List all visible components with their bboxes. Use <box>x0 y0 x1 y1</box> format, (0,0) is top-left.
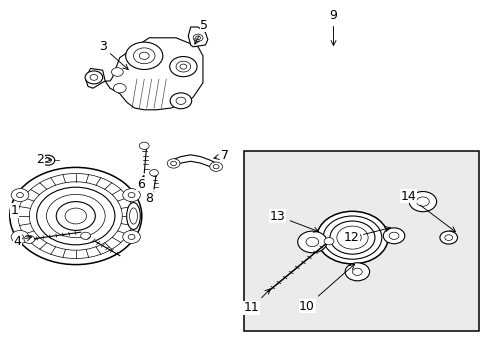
Text: 14: 14 <box>400 190 454 232</box>
Circle shape <box>416 197 428 206</box>
Circle shape <box>24 235 35 243</box>
Circle shape <box>169 57 197 77</box>
Circle shape <box>128 193 135 198</box>
Circle shape <box>195 36 200 40</box>
Circle shape <box>17 234 23 239</box>
Circle shape <box>383 228 404 244</box>
Text: 13: 13 <box>269 210 318 232</box>
Circle shape <box>11 189 29 202</box>
Text: 6: 6 <box>137 176 144 191</box>
Circle shape <box>167 159 180 168</box>
Circle shape <box>297 231 326 253</box>
Circle shape <box>85 71 102 84</box>
Circle shape <box>343 231 361 244</box>
Polygon shape <box>10 167 142 265</box>
Bar <box>244 151 478 331</box>
Text: 3: 3 <box>99 40 128 69</box>
Circle shape <box>139 52 149 59</box>
Text: 9: 9 <box>329 9 337 45</box>
Circle shape <box>170 161 176 166</box>
Circle shape <box>10 167 142 265</box>
Text: 8: 8 <box>145 192 154 205</box>
Circle shape <box>149 170 158 176</box>
Polygon shape <box>105 38 203 110</box>
Circle shape <box>139 142 149 149</box>
Circle shape <box>122 189 140 202</box>
Circle shape <box>90 75 98 80</box>
Circle shape <box>41 155 55 165</box>
Circle shape <box>122 230 140 243</box>
Text: 10: 10 <box>299 264 354 312</box>
Circle shape <box>65 208 86 224</box>
Circle shape <box>316 211 387 264</box>
Text: 12: 12 <box>343 226 389 244</box>
Circle shape <box>113 84 126 93</box>
Circle shape <box>133 48 155 64</box>
Circle shape <box>348 235 356 240</box>
Circle shape <box>170 93 191 109</box>
Circle shape <box>345 263 369 281</box>
Circle shape <box>176 61 190 72</box>
Circle shape <box>176 97 185 104</box>
Text: 5: 5 <box>194 19 208 44</box>
Circle shape <box>37 187 115 245</box>
Circle shape <box>44 158 51 163</box>
Text: 7: 7 <box>214 149 228 162</box>
Text: 1: 1 <box>10 204 19 217</box>
Text: 11: 11 <box>244 289 270 314</box>
Circle shape <box>388 232 398 239</box>
Circle shape <box>17 193 23 198</box>
Circle shape <box>352 268 362 275</box>
Circle shape <box>305 237 318 247</box>
Circle shape <box>408 192 436 212</box>
Circle shape <box>81 232 90 239</box>
Text: 4: 4 <box>13 235 32 248</box>
Circle shape <box>46 194 105 238</box>
Circle shape <box>213 165 219 169</box>
Circle shape <box>324 238 333 245</box>
Circle shape <box>329 221 374 254</box>
Circle shape <box>193 34 203 41</box>
Circle shape <box>180 64 186 69</box>
Circle shape <box>11 230 29 243</box>
Circle shape <box>444 235 452 240</box>
Circle shape <box>125 42 163 69</box>
Circle shape <box>128 234 135 239</box>
Polygon shape <box>171 155 217 170</box>
Circle shape <box>323 216 381 259</box>
Text: 2: 2 <box>36 153 51 166</box>
Circle shape <box>56 202 95 230</box>
Circle shape <box>336 226 367 249</box>
Circle shape <box>209 162 222 171</box>
Polygon shape <box>188 27 207 47</box>
Polygon shape <box>85 68 105 88</box>
Ellipse shape <box>126 202 140 230</box>
Ellipse shape <box>129 208 137 224</box>
Circle shape <box>111 68 123 76</box>
Circle shape <box>439 231 457 244</box>
